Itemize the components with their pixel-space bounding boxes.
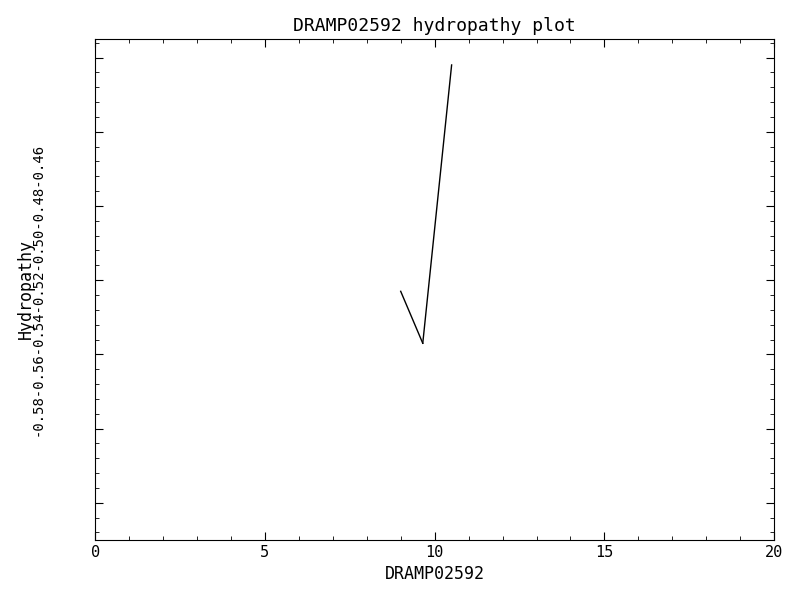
Title: DRAMP02592 hydropathy plot: DRAMP02592 hydropathy plot [294, 17, 576, 35]
Y-axis label: Hydropathy: Hydropathy [17, 239, 34, 340]
X-axis label: DRAMP02592: DRAMP02592 [385, 565, 485, 583]
Text: -0.58-0.56-0.54-0.52-0.50-0.48-0.46: -0.58-0.56-0.54-0.52-0.50-0.48-0.46 [30, 143, 44, 436]
